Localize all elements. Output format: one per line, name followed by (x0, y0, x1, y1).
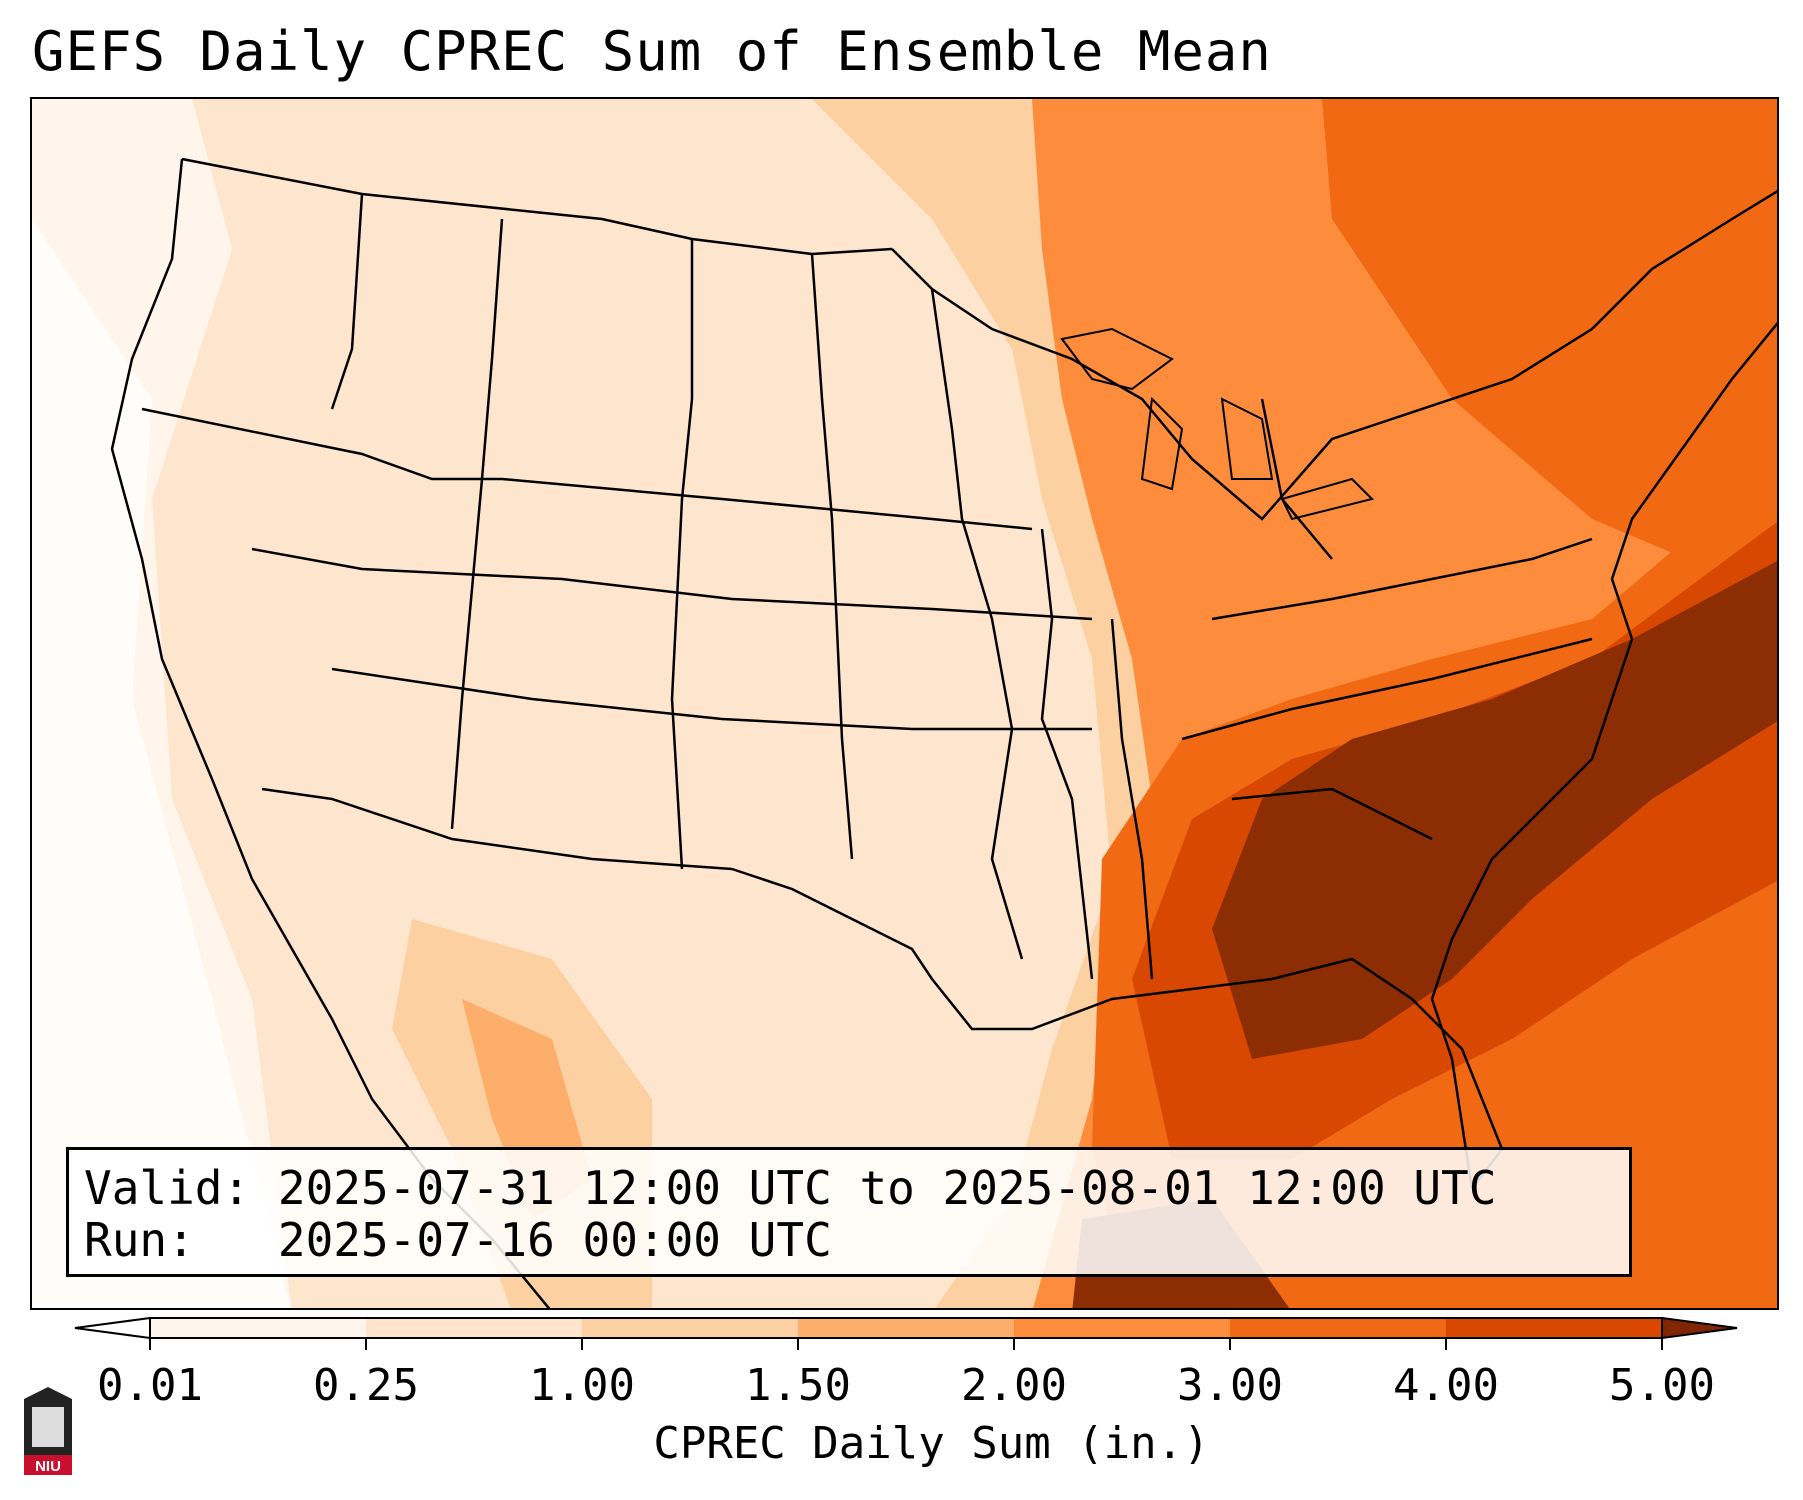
lake-michigan (1140, 396, 1184, 491)
state-borders (110, 157, 1777, 1308)
central-line (251, 547, 1093, 621)
niu-logo: NIU (24, 1387, 72, 1475)
lake-superior (1060, 327, 1174, 391)
gulf-coastline (731, 867, 1504, 1190)
colorbar-under-arrow (74, 1316, 151, 1340)
logo-band (24, 1455, 72, 1475)
colorbar (74, 1316, 1738, 1350)
colorbar-tick-label: 1.50 (745, 1360, 851, 1411)
lake-erie (1280, 477, 1374, 521)
ohio-valley-line (1110, 618, 1154, 980)
colorbar-tick-label: 1.00 (529, 1360, 635, 1411)
northern-tier-line (141, 407, 1033, 531)
atlantic-coastline (1430, 321, 1777, 1190)
colorbar-tick-label: 0.25 (313, 1360, 419, 1411)
valid-value: 2025-07-31 12:00 UTC to 2025-08-01 12:00… (277, 1161, 1497, 1215)
colorbar-segment (150, 1318, 367, 1338)
west-state-line-2 (450, 218, 504, 830)
georgia-sc-line (1231, 787, 1433, 841)
map-title: GEFS Daily CPREC Sum of Ensemble Mean (32, 20, 1272, 83)
us-canada-border (181, 157, 893, 256)
mountain-state-line (670, 239, 694, 870)
colorbar-segment (366, 1318, 583, 1338)
pacific-low-region (32, 219, 291, 1308)
run-label: Run: (84, 1213, 195, 1267)
run-value: 2025-07-16 00:00 UTC (277, 1213, 832, 1267)
logo-building (32, 1407, 64, 1447)
southern-line (331, 667, 1092, 731)
lake-huron (1220, 397, 1274, 480)
colorbar-tick-label: 4.00 (1393, 1360, 1499, 1411)
valid-label: Valid: (84, 1161, 251, 1215)
colorbar-outline (149, 1317, 1663, 1339)
colorbar-segments (74, 1316, 1738, 1340)
colorbar-tick-label: 2.00 (961, 1360, 1067, 1411)
info-box: Valid: 2025-07-31 12:00 UTC to 2025-08-0… (66, 1147, 1632, 1277)
plains-state-line (810, 253, 854, 860)
colorbar-tick-label: 3.00 (1177, 1360, 1283, 1411)
colorbar-segment (1230, 1318, 1447, 1338)
colorbar-tick-label: 5.00 (1609, 1360, 1715, 1411)
mexico-border (261, 787, 733, 871)
colorbar-over-arrow (1661, 1316, 1738, 1340)
nc-tn-line (1181, 637, 1593, 741)
colorbar-segment (1446, 1318, 1663, 1338)
us-canada-east-border (891, 189, 1777, 521)
midwest-line (1040, 528, 1094, 980)
colorbar-tick-label: 0.01 (97, 1360, 203, 1411)
northeast-heavy-region (1322, 99, 1777, 598)
logo-text: NIU (35, 1458, 61, 1475)
mississippi-line (930, 288, 1024, 960)
mid-atlantic-line (1211, 537, 1593, 621)
colorbar-segment (1014, 1318, 1231, 1338)
great-lakes (1060, 327, 1374, 521)
colorbar-segment (798, 1318, 1015, 1338)
southeast-extreme-region (1212, 561, 1777, 1059)
colorbar-label: CPREC Daily Sum (in.) (653, 1418, 1210, 1469)
colorbar-segment (582, 1318, 799, 1338)
west-state-line-1 (330, 193, 364, 410)
colorbar-ticks (149, 1338, 1663, 1350)
